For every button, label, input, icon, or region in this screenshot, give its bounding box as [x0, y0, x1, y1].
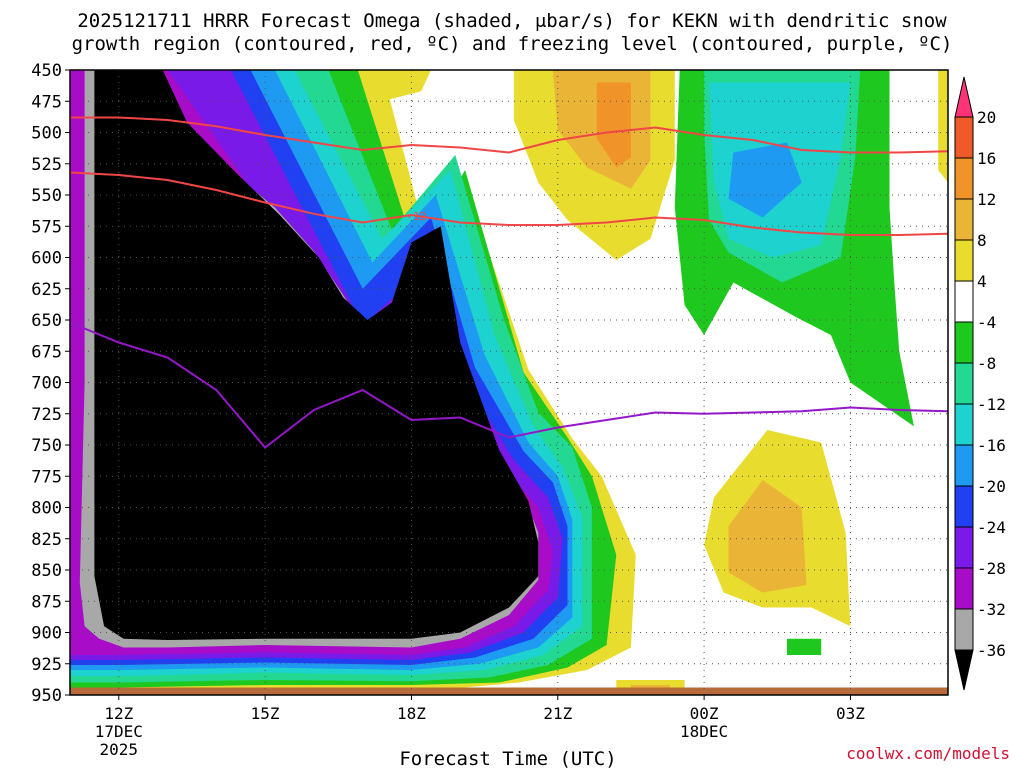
y-tick-label: 825: [31, 530, 62, 550]
colorbar-tick-label: -28: [977, 559, 1006, 578]
colorbar-swatch: [954, 444, 974, 487]
colorbar: 20 16 12 8 4 -4 -8 -12 -16 -20 -24 -28 -32 -36: [954, 76, 1006, 691]
colorbar-tick-label: 12: [977, 190, 996, 209]
y-tick-label: 750: [31, 436, 62, 456]
colorbar-tick-label: 20: [977, 108, 996, 127]
ground-strip: [70, 687, 948, 695]
colorbar-tick-label: -8: [977, 354, 996, 373]
field-small-green: [787, 638, 822, 655]
y-tick-label: 550: [31, 186, 62, 206]
y-tick-label: 525: [31, 155, 62, 175]
y-tick-label: 775: [31, 467, 62, 487]
colorbar-swatch: [954, 485, 974, 528]
colorbar-swatch: [954, 362, 974, 405]
x-tick-label: 12Z: [104, 704, 133, 723]
colorbar-swatch: [954, 608, 974, 651]
colorbar-bottom-arrow: [954, 649, 974, 691]
x-tick-label: 18Z: [397, 704, 426, 723]
colorbar-tick-label: -16: [977, 436, 1006, 455]
colorbar-tick-label: -24: [977, 518, 1006, 537]
contour-line: [70, 171, 948, 236]
x-tick-label: 03Z: [836, 704, 865, 723]
colorbar-swatch: [954, 280, 974, 323]
y-tick-label: 700: [31, 374, 62, 394]
field-descent-upper-pos12: [596, 82, 631, 168]
y-tick-label: 875: [31, 592, 62, 612]
y-tick-label: 500: [31, 124, 62, 144]
colorbar-top-arrow: [954, 76, 974, 118]
colorbar-tick-label: 8: [977, 231, 987, 250]
contour-label: -12: [406, 210, 426, 223]
y-tick-label: 725: [31, 405, 62, 425]
credit-text: coolwx.com/models: [846, 744, 1010, 763]
y-tick-label: 625: [31, 280, 62, 300]
colorbar-tick-label: -32: [977, 600, 1006, 619]
colorbar-tick-label: 4: [977, 272, 987, 291]
axes: 450 475 500 525 550 575 600 625 650 675 700 725 750 7…: [31, 61, 865, 759]
colorbar-tick-label: -20: [977, 477, 1006, 496]
y-tick-label: 575: [31, 217, 62, 237]
contour-line: [70, 116, 948, 154]
field-ascent-right-m20: [728, 142, 802, 218]
y-tick-label: 900: [31, 624, 62, 644]
chart-title-line1: 2025121711 HRRR Forecast Omega (shaded, …: [77, 10, 947, 32]
colorbar-swatch: [954, 157, 974, 200]
x-tick-label: 15Z: [251, 704, 280, 723]
colorbar-swatch: [954, 321, 974, 364]
x-tick-label: 21Z: [543, 704, 572, 723]
colorbar-tick-label: 16: [977, 149, 996, 168]
y-tick-label: 650: [31, 311, 62, 331]
y-tick-label: 925: [31, 655, 62, 675]
contour-line: [70, 321, 948, 449]
x-tick-year: 2025: [100, 740, 139, 759]
colorbar-swatch: [954, 567, 974, 610]
y-tick-label: 675: [31, 342, 62, 362]
x-axis-label: Forecast Time (UTC): [399, 748, 616, 768]
y-tick-label: 450: [31, 61, 62, 81]
y-tick-label: 850: [31, 561, 62, 581]
field-right-edge-pos4: [938, 70, 948, 183]
field-patch-top-yellow: [367, 70, 431, 100]
x-tick-date: 17DEC: [95, 722, 143, 741]
grid: [70, 70, 948, 695]
colorbar-swatch: [954, 403, 974, 446]
contour-lines: -12: [70, 116, 948, 449]
y-tick-label: 600: [31, 249, 62, 269]
field-patch-upper-left: [167, 70, 212, 84]
colorbar-swatch: [954, 526, 974, 569]
x-tick-label: 00Z: [690, 704, 719, 723]
y-tick-label: 950: [31, 686, 62, 706]
field-descent-lower-pos8: [728, 480, 807, 593]
y-tick-label: 475: [31, 92, 62, 112]
field-ascent-lt36: [94, 70, 539, 640]
colorbar-swatch: [954, 198, 974, 241]
x-tick-date: 18DEC: [680, 722, 728, 741]
colorbar-tick-label: -4: [977, 313, 996, 332]
colorbar-tick-label: -12: [977, 395, 1006, 414]
colorbar-tick-label: -36: [977, 641, 1006, 660]
colorbar-swatch: [954, 239, 974, 282]
y-tick-label: 800: [31, 499, 62, 519]
chart-title-line2: growth region (contoured, red, ºC) and f…: [71, 33, 953, 55]
colorbar-swatch: [954, 116, 974, 159]
